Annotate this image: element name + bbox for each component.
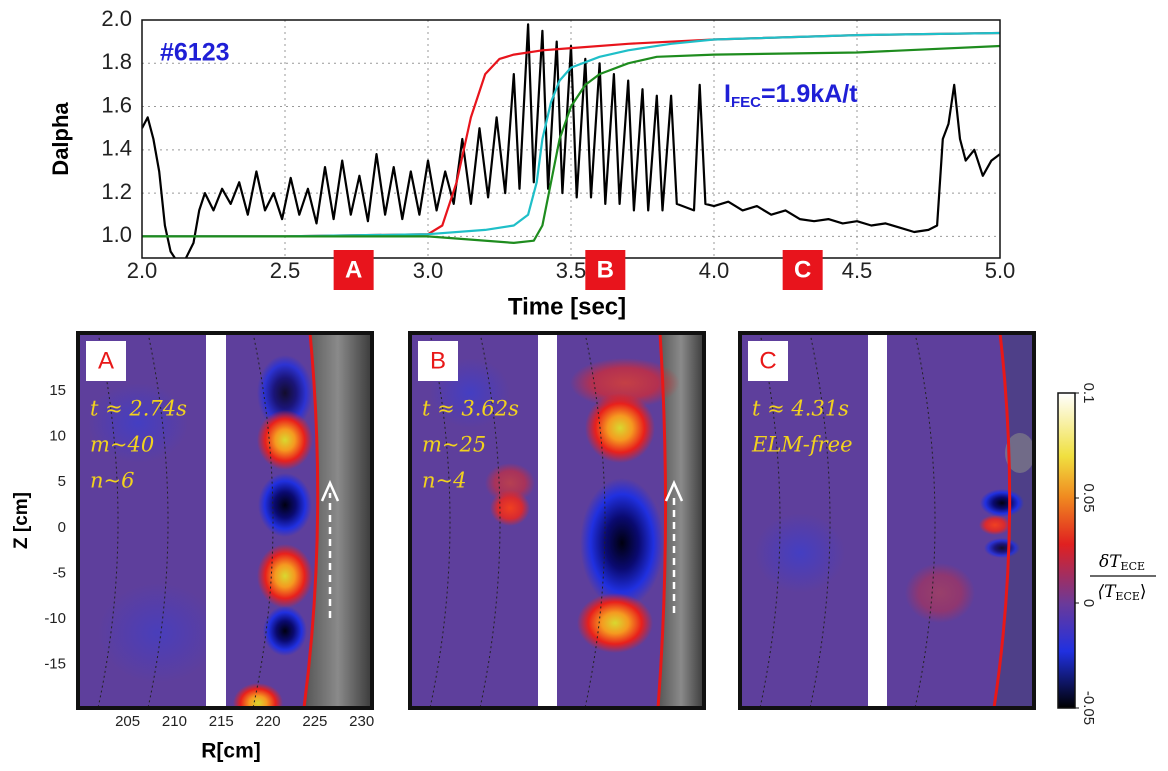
- y-tick-label: 1.2: [101, 179, 132, 204]
- data-line: [142, 31, 1000, 238]
- time-marker-label: C: [794, 256, 811, 283]
- colorbar-label-part: ⟨T: [1097, 582, 1117, 602]
- colorbar-label-part: ⟩: [1140, 582, 1147, 602]
- colorbar-label-sub: ECE: [1121, 560, 1145, 573]
- y-tick-label: 2.0: [101, 6, 132, 31]
- colorbar-label-denominator: ⟨TECE⟩: [1097, 582, 1146, 604]
- x-tick-label: 4.0: [699, 258, 730, 283]
- colorbar: [1057, 392, 1076, 709]
- y-tick-label: 1.4: [101, 136, 132, 161]
- x-tick-label: 205: [115, 713, 140, 730]
- panel-label-box: [418, 341, 458, 381]
- y-tick-label: -5: [53, 564, 66, 581]
- y-axis-label: Z [cm]: [11, 492, 32, 549]
- panel-annotation: t ≈ 3.62s: [422, 397, 519, 421]
- panel-label: A: [98, 347, 114, 374]
- x-tick-label: 4.5: [842, 258, 873, 283]
- y-tick-label: 10: [49, 428, 66, 445]
- x-tick-label: 3.5: [556, 258, 587, 283]
- time-marker: [333, 250, 374, 290]
- panel-annotation: n~6: [90, 469, 134, 493]
- plot-lines: [142, 23, 1000, 258]
- colorbar-label-numerator: δTECE: [1099, 552, 1145, 574]
- y-tick-label: 5: [58, 473, 66, 490]
- panel-annotation: n~4: [422, 469, 466, 493]
- panel-annotation: m~25: [422, 433, 486, 457]
- x-tick-label: 5.0: [985, 258, 1016, 283]
- coil-current-part: I: [724, 80, 731, 108]
- x-axis-label: R[cm]: [201, 740, 261, 763]
- x-axis-label: Time [sec]: [508, 293, 626, 320]
- time-marker-label: A: [345, 256, 362, 283]
- colorbar-label-sub: ECE: [1115, 590, 1139, 603]
- time-marker-label: B: [597, 256, 614, 283]
- y-tick-label: -10: [44, 610, 66, 627]
- shot-number: #6123: [160, 39, 230, 67]
- plot-frame: [141, 19, 1001, 259]
- panel-annotation: t ≈ 2.74s: [90, 397, 187, 421]
- x-tick-label: 220: [256, 713, 281, 730]
- panel-label-box: [748, 341, 788, 381]
- y-tick-label: 0: [58, 519, 66, 536]
- y-tick-label: 1.8: [101, 49, 132, 74]
- colorbar-tick-label: 0.05: [1080, 483, 1097, 512]
- data-line: [142, 31, 1000, 238]
- panel-image: [738, 331, 1036, 710]
- y-tick-label: 1.0: [101, 222, 132, 247]
- panel-image: [76, 331, 374, 710]
- x-tick-label: 2.5: [270, 258, 301, 283]
- panel-annotation: ELM-free: [751, 433, 853, 457]
- panel-label-box: [86, 341, 126, 381]
- colorbar-tick-label: 0.1: [1080, 383, 1097, 404]
- y-tick-label: -15: [44, 655, 66, 672]
- panel-annotation: t ≈ 4.31s: [752, 397, 849, 421]
- x-tick-label: 3.0: [413, 258, 444, 283]
- x-tick-label: 215: [209, 713, 234, 730]
- panel-label: B: [430, 347, 446, 374]
- time-marker: [782, 250, 823, 290]
- data-line: [142, 44, 1000, 244]
- colorbar-tick-label: -0.05: [1080, 691, 1097, 725]
- panel-annotation: m~40: [90, 433, 154, 457]
- time-marker: [585, 250, 626, 290]
- x-tick-label: 225: [302, 713, 327, 730]
- y-axis-label: Dalpha: [48, 102, 73, 176]
- data-line: [142, 23, 1000, 258]
- x-tick-label: 210: [162, 713, 187, 730]
- x-tick-label: 230: [349, 713, 374, 730]
- panel-image: [408, 331, 706, 710]
- colorbar-tick-label: 0: [1080, 599, 1097, 607]
- panel-label: C: [759, 347, 776, 374]
- colorbar-label-part: δT: [1099, 552, 1122, 572]
- x-tick-label: 2.0: [127, 258, 158, 283]
- coil-current: IFEC=1.9kA/t: [724, 80, 858, 111]
- coil-current-part: =1.9kA/t: [761, 80, 858, 108]
- y-tick-label: 1.6: [101, 92, 132, 117]
- y-tick-label: 15: [49, 382, 66, 399]
- coil-current-sub: FEC: [731, 94, 761, 111]
